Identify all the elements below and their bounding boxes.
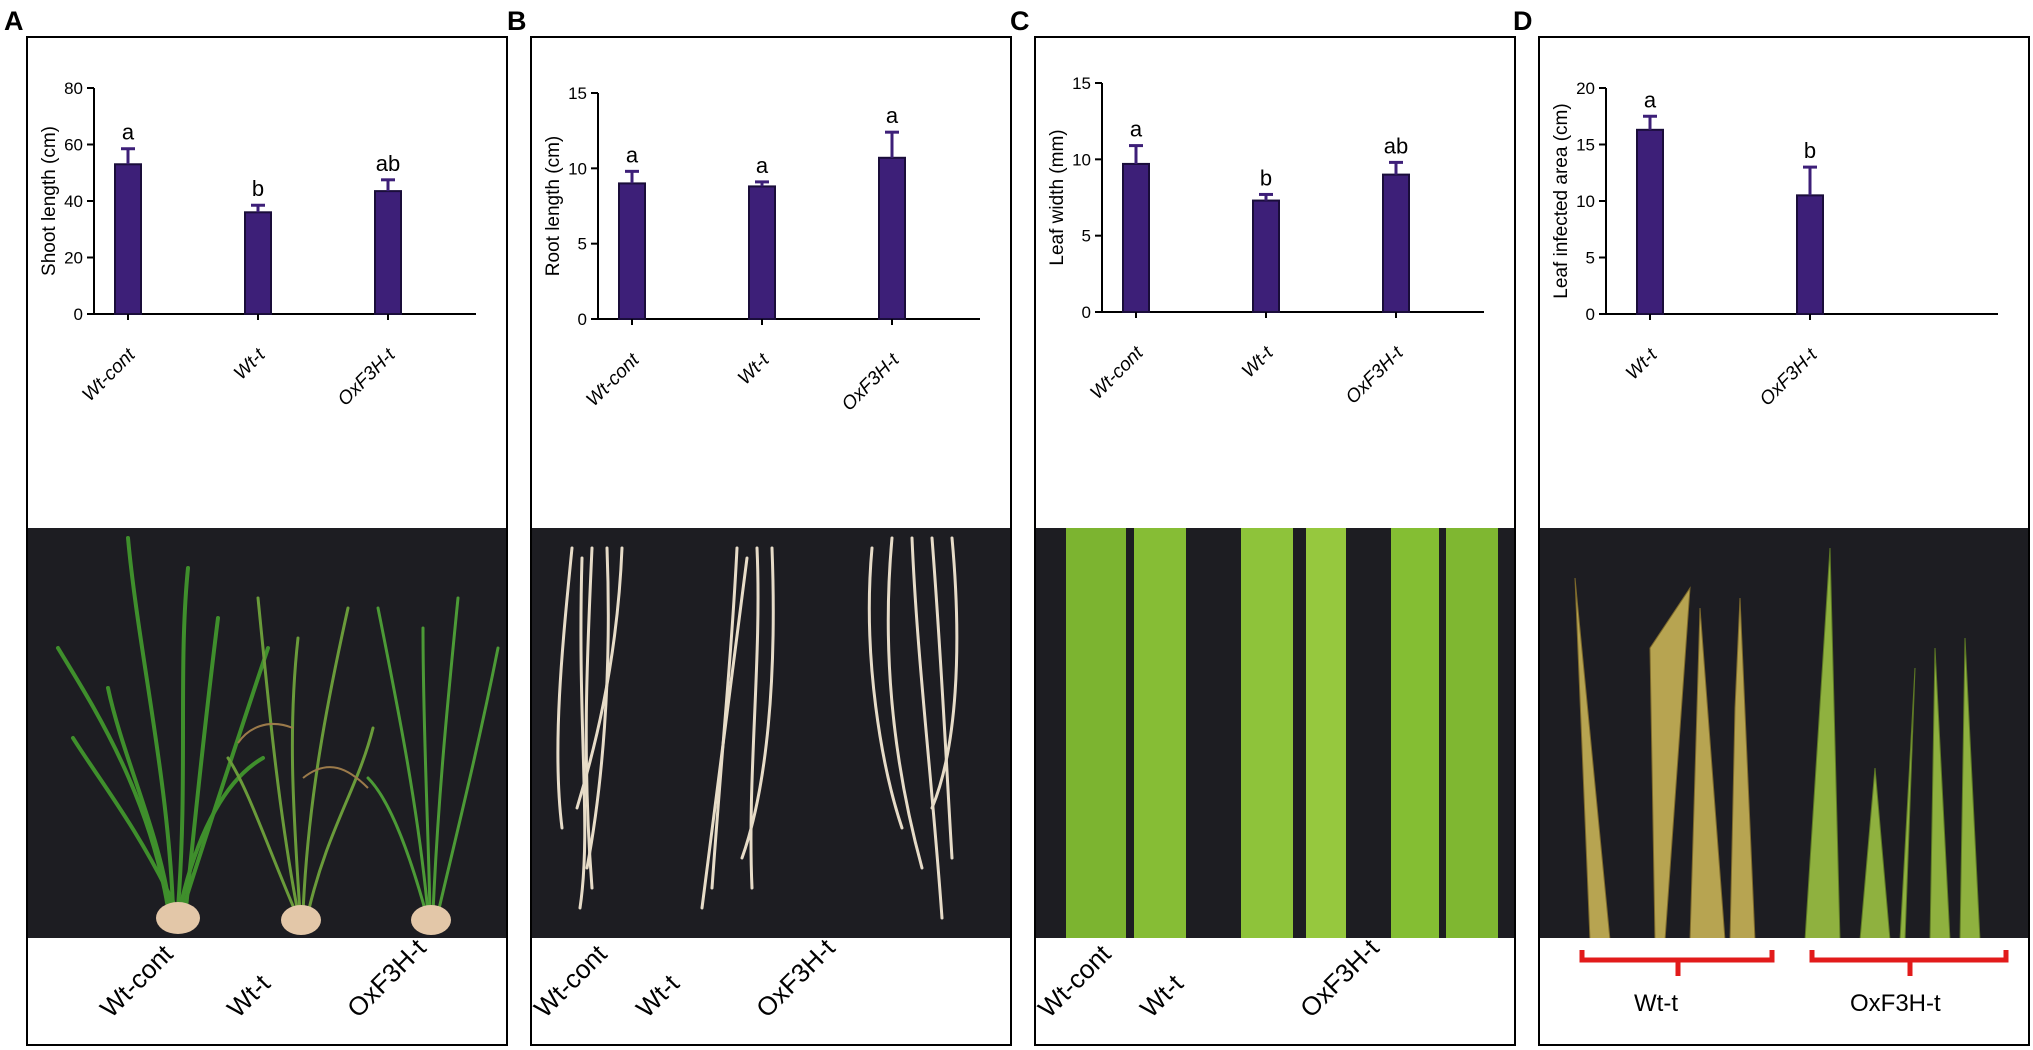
y-tick-label: 60: [64, 136, 83, 155]
x-tick-label: OxF3H-t: [334, 344, 400, 410]
panel-d: 0 5 10 15 20 Leaf infected area (cm) a Wt-t b OxF…: [1538, 36, 2030, 1046]
bar-wt-cont: [618, 182, 646, 320]
y-tick-label: 0: [1082, 303, 1091, 322]
bar-wt-t: [1636, 128, 1664, 315]
bar-wt-t: [1252, 199, 1280, 313]
photo-roots: [532, 528, 1010, 938]
bar-oxf3h-t: [374, 190, 402, 315]
y-tick-label: 15: [1576, 136, 1595, 155]
significance-label: a: [756, 153, 769, 178]
y-tick-label: 10: [1576, 192, 1595, 211]
caption-oxf3h-t: OxF3H-t: [750, 932, 841, 1024]
caption-wt-t: Wt-t: [630, 968, 685, 1024]
y-tick-label: 15: [1072, 74, 1091, 93]
caption-wt-cont: Wt-cont: [528, 938, 613, 1024]
chart-shoot-length: 0 20 40 60 80 Shoot length (cm) a Wt-cont b Wt-t a…: [39, 79, 476, 410]
significance-label: ab: [1384, 133, 1408, 158]
y-axis-label: Shoot length (cm): [39, 126, 60, 276]
x-tick-label: OxF3H-t: [1342, 342, 1408, 408]
photo-leaves: [1036, 528, 1514, 938]
shoot-photo-illustration: [28, 528, 506, 938]
y-axis-label: Leaf infected area (cm): [1551, 103, 1572, 298]
caption-wt-t: Wt-t: [1134, 968, 1189, 1024]
bar-wt-cont: [1122, 162, 1150, 313]
y-tick-label: 20: [64, 249, 83, 268]
photo-infected-leaves: [1540, 528, 2028, 938]
panel-letter-a: A: [4, 6, 24, 36]
x-tick-label: OxF3H-t: [838, 349, 904, 415]
significance-label: a: [1644, 87, 1657, 112]
x-tick-label: OxF3H-t: [1756, 344, 1822, 410]
bar-wt-cont: [114, 163, 142, 316]
y-tick-label: 0: [1586, 305, 1595, 324]
caption-wt-cont: Wt-cont: [94, 938, 179, 1024]
bar-wt-t: [244, 211, 272, 315]
panel-letter-c: C: [1010, 6, 1030, 36]
y-tick-label: 40: [64, 192, 83, 211]
y-axis-label: Leaf width (mm): [1047, 129, 1068, 265]
y-tick-label: 0: [74, 305, 83, 324]
y-tick-label: 5: [578, 235, 587, 254]
panel-a: 0 20 40 60 80 Shoot length (cm) a Wt-cont b Wt-t a…: [26, 36, 508, 1046]
x-tick-label: Wt-t: [734, 349, 774, 389]
caption-wt-t: Wt-t: [221, 968, 276, 1024]
y-tick-label: 10: [568, 159, 587, 178]
significance-label: b: [1260, 165, 1272, 190]
y-tick-label: 80: [64, 79, 83, 98]
bracket-oxf3h-t: [1809, 950, 2009, 976]
significance-label: b: [1804, 138, 1816, 163]
caption-oxf3h-t: OxF3H-t: [341, 932, 432, 1024]
x-tick-label: Wt-cont: [582, 349, 644, 411]
x-tick-label: Wt-t: [1622, 344, 1662, 384]
x-tick-label: Wt-t: [230, 344, 270, 384]
x-tick-label: Wt-t: [1238, 342, 1278, 382]
significance-label: a: [122, 120, 135, 145]
infected-leaf-photo-illustration: [1540, 528, 2028, 938]
bracket-wt-t: [1579, 950, 1775, 976]
root-photo-illustration: [532, 528, 1010, 938]
panel-letter-b: B: [507, 6, 527, 36]
significance-label: b: [252, 176, 264, 201]
caption-wt-t: Wt-t: [1634, 990, 1678, 1017]
bar-oxf3h-t: [1382, 173, 1410, 313]
y-tick-label: 10: [1072, 150, 1091, 169]
y-tick-label: 5: [1082, 227, 1091, 246]
significance-label: a: [626, 142, 639, 167]
significance-label: ab: [376, 151, 400, 176]
x-tick-label: Wt-cont: [1086, 342, 1148, 404]
y-tick-label: 0: [578, 310, 587, 329]
y-tick-label: 15: [568, 84, 587, 103]
photo-shoots: [28, 528, 506, 938]
panel-c: 0 5 10 15 Leaf width (mm) a Wt-cont b Wt-t ab OxF3…: [1032, 36, 1516, 1046]
panel-b: 0 5 10 15 Root length (cm) a Wt-cont a Wt-t a OxF3…: [528, 36, 1012, 1046]
caption-oxf3h-t: OxF3H-t: [1294, 932, 1385, 1024]
caption-oxf3h-t: OxF3H-t: [1850, 990, 1941, 1017]
y-axis-label: Root length (cm): [543, 136, 564, 276]
significance-label: a: [886, 103, 899, 128]
chart-leaf-width: 0 5 10 15 Leaf width (mm) a Wt-cont b Wt-t ab OxF3…: [1047, 74, 1484, 408]
y-tick-label: 20: [1576, 79, 1595, 98]
y-tick-label: 5: [1586, 249, 1595, 268]
leaf-photo-illustration: [1036, 528, 1514, 938]
caption-wt-cont: Wt-cont: [1032, 938, 1117, 1024]
chart-root-length: 0 5 10 15 Root length (cm) a Wt-cont a Wt-t a OxF3…: [543, 84, 980, 415]
bar-wt-t: [748, 185, 776, 320]
significance-label: a: [1130, 117, 1143, 142]
bar-oxf3h-t: [1796, 194, 1824, 316]
group-brackets: [1579, 950, 2009, 976]
bar-oxf3h-t: [878, 156, 906, 320]
x-tick-label: Wt-cont: [78, 344, 140, 406]
panel-letter-d: D: [1513, 6, 1533, 36]
